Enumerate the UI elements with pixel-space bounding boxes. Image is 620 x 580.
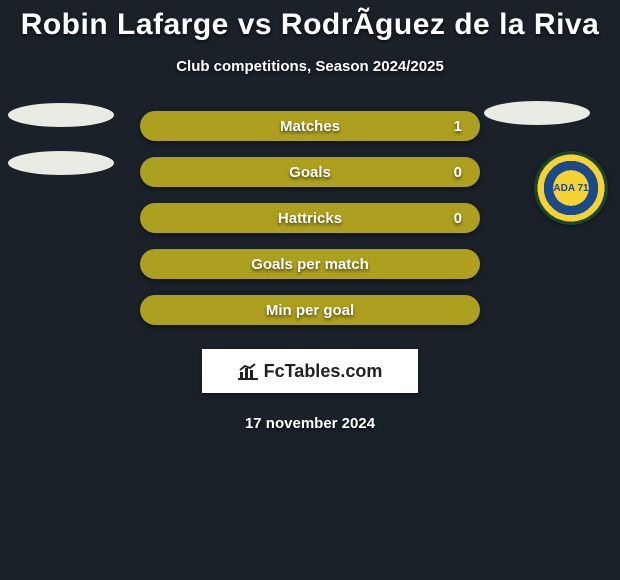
club-badge-text: ADA 71 [553, 183, 588, 194]
stat-label: Goals per match [251, 256, 369, 273]
stat-bar: Min per goal [140, 295, 480, 325]
stat-label: Goals [289, 164, 331, 181]
brand-text: FcTables.com [264, 361, 383, 382]
stat-bar: Goals per match [140, 249, 480, 279]
comparison-content: ADA 71 Matches 1 Goals 0 Hattricks 0 Goa… [0, 111, 620, 432]
page-title: Robin Lafarge vs RodrÃ­guez de la Riva [0, 0, 620, 42]
brand-watermark: FcTables.com [202, 349, 418, 393]
club-badge-icon: ADA 71 [534, 151, 608, 225]
ellipse-placeholder [8, 151, 114, 175]
stat-value: 0 [454, 210, 462, 227]
left-player-placeholder [8, 103, 114, 175]
ellipse-placeholder [8, 103, 114, 127]
stat-bar: Matches 1 [140, 111, 480, 141]
stat-label: Hattricks [278, 210, 342, 227]
stat-bar: Hattricks 0 [140, 203, 480, 233]
date-text: 17 november 2024 [0, 415, 620, 432]
right-player-placeholder [484, 101, 590, 125]
stat-bar: Goals 0 [140, 157, 480, 187]
stat-bars: Matches 1 Goals 0 Hattricks 0 Goals per … [140, 111, 480, 325]
stat-value: 1 [454, 118, 462, 135]
chart-icon [238, 362, 258, 380]
stat-value: 0 [454, 164, 462, 181]
stat-label: Min per goal [266, 302, 354, 319]
subtitle: Club competitions, Season 2024/2025 [0, 58, 620, 75]
stat-label: Matches [280, 118, 340, 135]
